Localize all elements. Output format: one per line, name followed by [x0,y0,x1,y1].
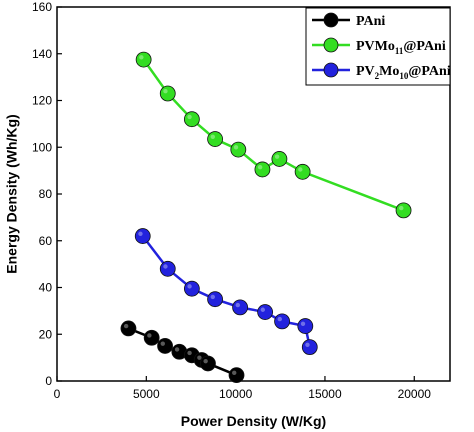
y-tick-label: 0 [45,374,52,388]
legend-swatch-marker [323,62,339,78]
data-point-highlight [210,134,215,139]
data-point-highlight [187,114,192,120]
x-tick-label: 15000 [308,387,342,401]
data-point [143,329,160,346]
legend-swatch-marker [323,12,339,28]
y-axis-title: Energy Density (Wh/Kg) [4,114,20,273]
y-tick-label: 100 [32,140,52,154]
data-point-highlight [298,167,303,172]
legend-label: PVMo11@PAni [356,39,446,56]
data-point [301,339,318,356]
data-point-highlight [163,264,168,269]
data-point [274,313,290,330]
data-point-highlight [277,316,282,322]
data-point [207,131,223,147]
y-tick-label: 20 [39,327,53,341]
y-tick-label: 40 [39,281,53,295]
x-tick-label: 10000 [219,387,253,401]
y-tick-label: 80 [39,187,53,201]
legend-label: PAni [356,14,385,29]
y-tick-label: 140 [32,47,52,61]
data-point-highlight [300,321,306,326]
data-point-highlight [305,342,310,348]
data-point [183,280,200,297]
y-tick-label: 60 [39,234,53,248]
data-point-highlight [174,347,180,352]
data-point [254,161,271,178]
series-2 [134,228,318,356]
x-tick-label: 20000 [398,387,432,401]
data-point-highlight [233,145,239,150]
data-point-highlight [197,355,202,360]
data-point [159,260,176,277]
data-point-highlight [257,164,263,170]
data-point [183,111,200,128]
data-point-highlight [235,302,241,308]
series-1 [135,51,412,219]
data-point-highlight [399,205,404,211]
data-point-highlight [123,323,129,329]
data-point-highlight [160,341,165,346]
data-point [200,355,216,372]
data-point-highlight [147,333,152,338]
x-tick-label: 5000 [133,387,160,401]
data-point [207,291,223,308]
series-0 [120,320,245,384]
legend: PAni PVMo11@PAni PV2Mo10@PAni [305,7,451,86]
data-point-highlight [139,55,144,60]
data-point [297,318,314,334]
data-point-highlight [203,358,208,364]
data-point [395,202,412,219]
plot-area: 0 5000 10000 15000 20000 0 20 40 60 80 100 120 140 16… [32,0,451,401]
y-tick-label: 160 [32,0,52,14]
x-tick-label: 0 [54,387,61,401]
legend-swatch-marker [323,37,339,53]
data-point [230,141,247,158]
data-point [135,51,152,68]
data-point [271,151,288,167]
data-point [257,304,274,320]
data-point-highlight [274,154,280,159]
series-line [141,235,311,348]
axis-ticks: 0 5000 10000 15000 20000 0 20 40 60 80 100 120 140 16… [32,0,431,401]
data-point-highlight [163,88,168,94]
data-point [120,320,137,337]
data-point [159,85,176,102]
series-layer [120,51,412,384]
data-point [134,228,151,244]
data-point-highlight [187,350,192,356]
legend-label: PV2Mo10@PAni [356,64,451,81]
data-point-highlight [138,231,143,236]
data-point-highlight [187,284,192,289]
data-point-highlight [232,370,237,376]
data-point [294,163,311,180]
data-point-highlight [260,307,266,312]
data-point [232,299,249,316]
data-point [157,338,173,354]
data-point-highlight [210,294,215,300]
y-tick-label: 120 [32,94,52,108]
data-point [228,367,245,384]
x-axis-title: Power Density (W/Kg) [181,413,326,429]
